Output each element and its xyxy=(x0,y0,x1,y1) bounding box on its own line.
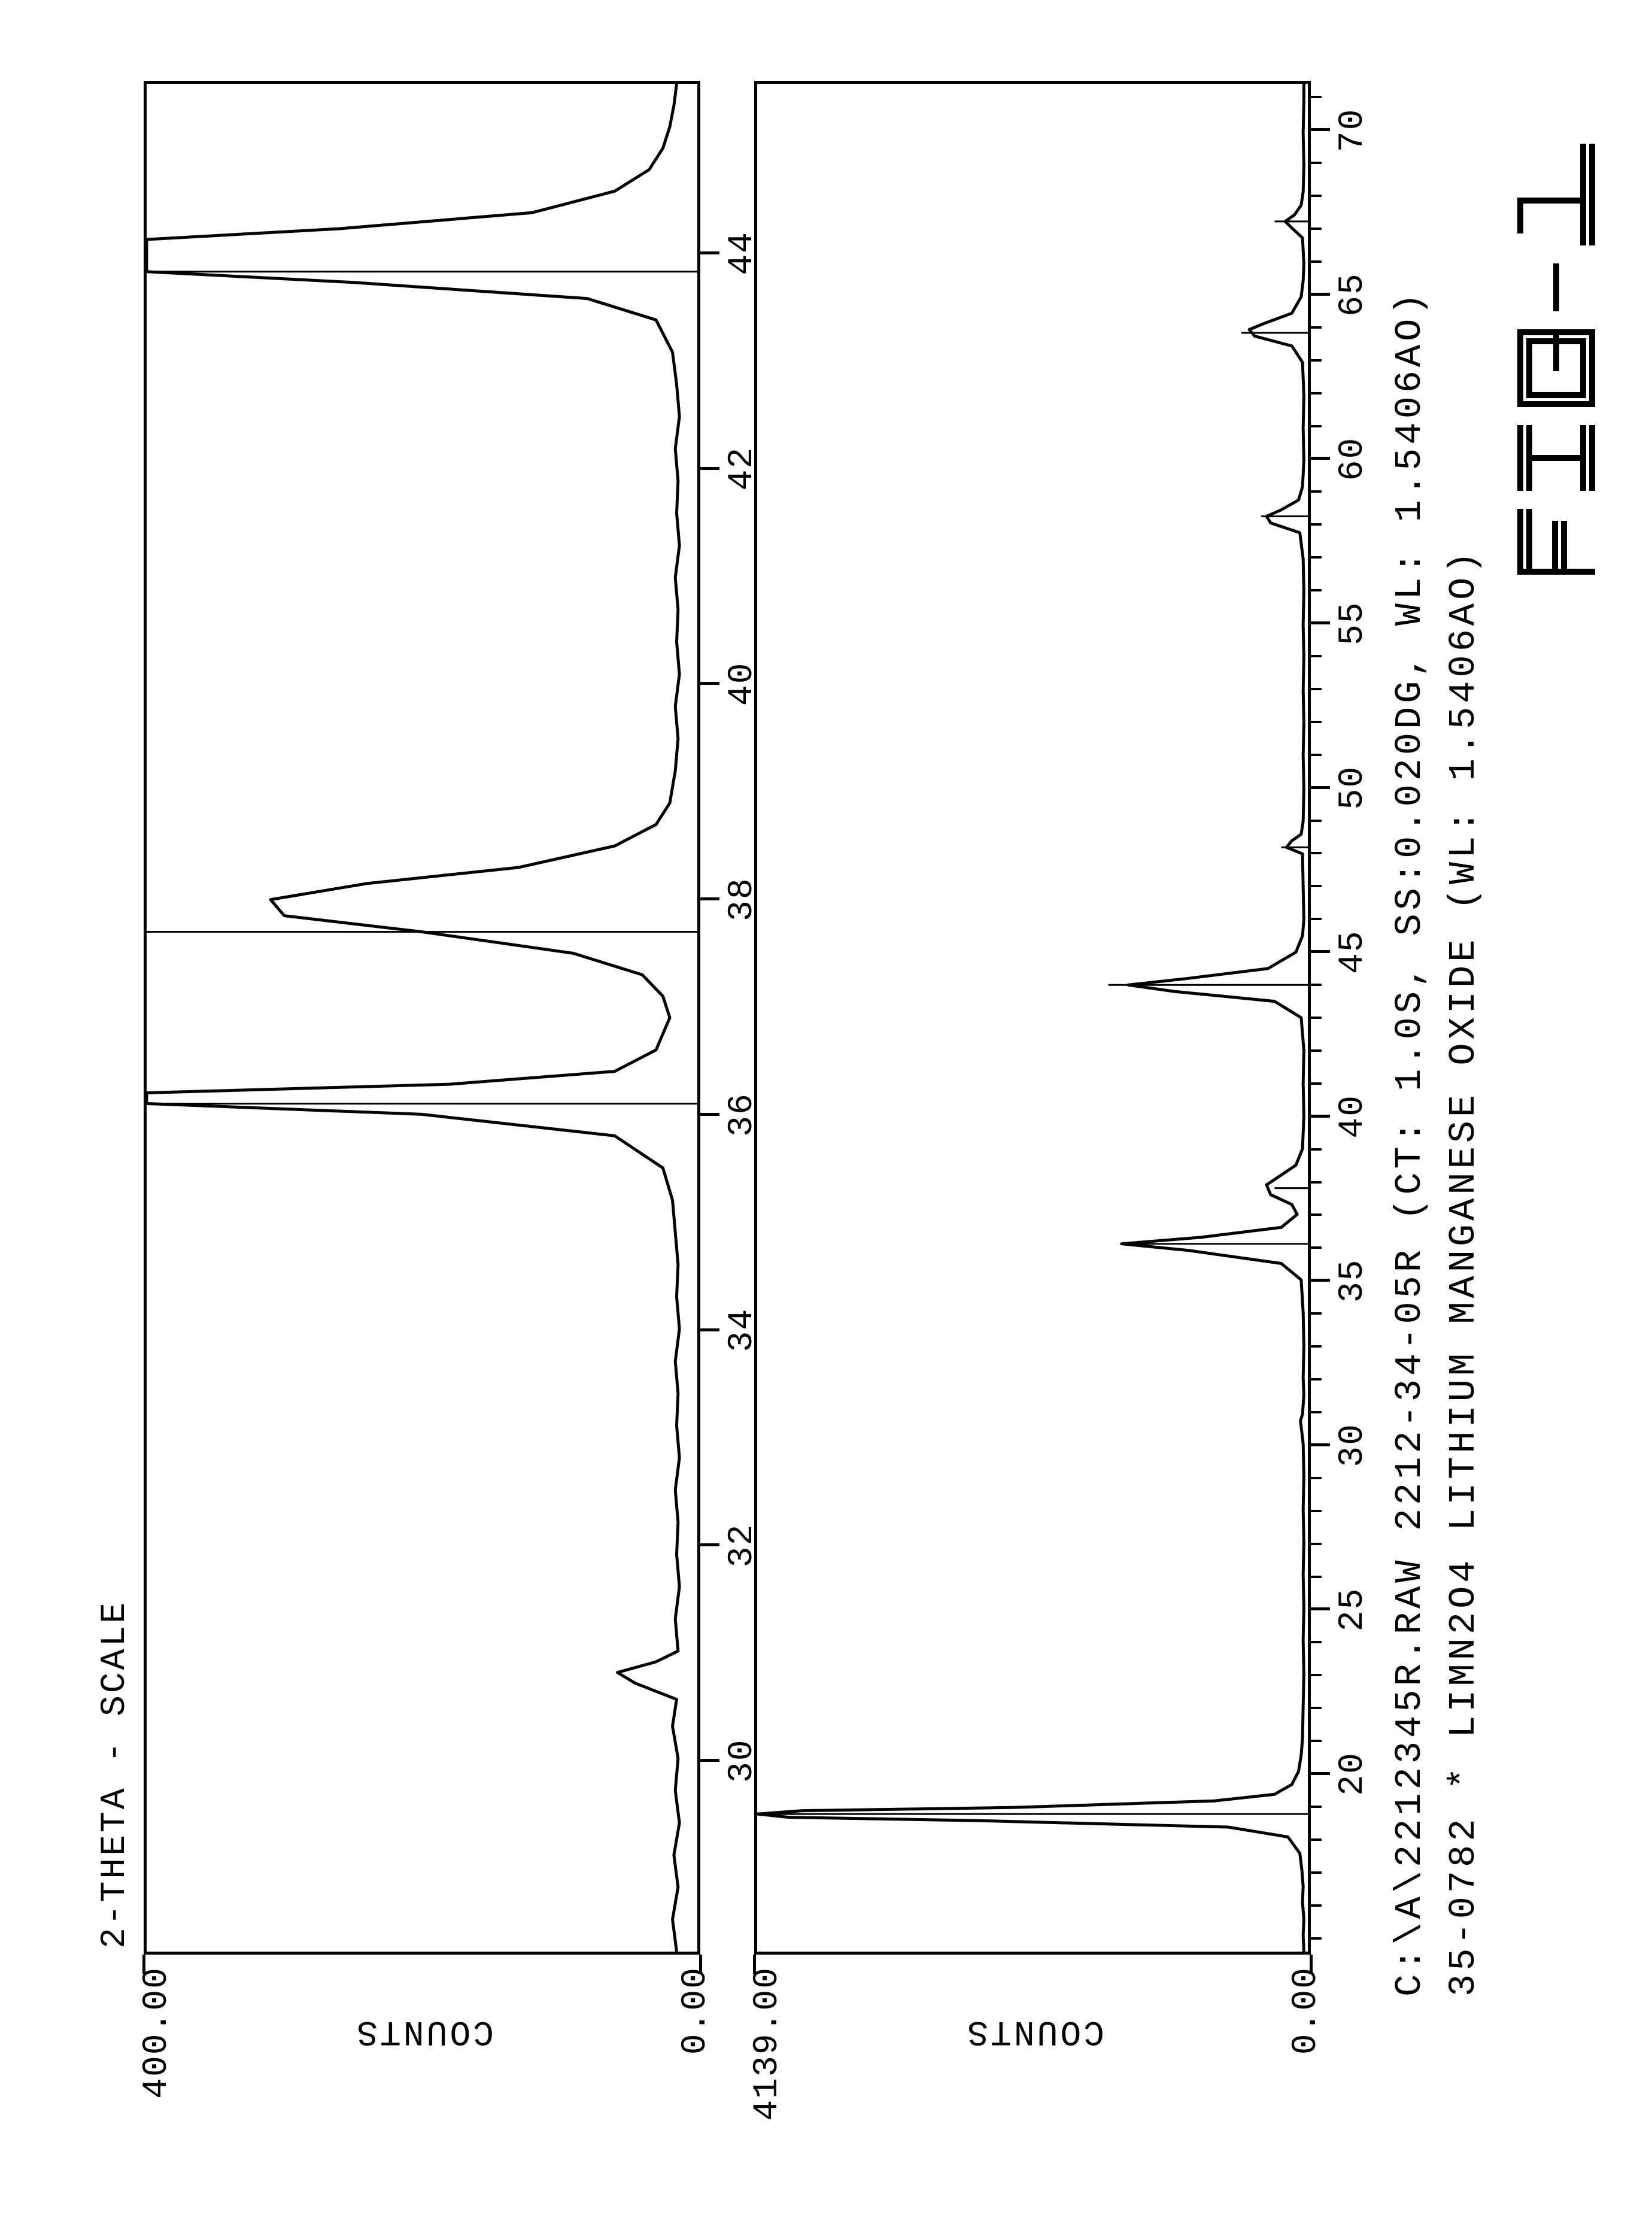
ytick-max: 400.00 xyxy=(138,1967,177,2099)
xtick-label: 55 xyxy=(1334,601,1372,645)
xtick-label: 35 xyxy=(1334,1259,1372,1303)
xtick-label: 60 xyxy=(1334,437,1372,481)
xtick-label: 65 xyxy=(1334,272,1372,317)
caption-line-1: C:\A\2212345R.RAW 2212-34-05R (CT: 1.0S,… xyxy=(1389,289,1431,1997)
xtick-label: 20 xyxy=(1334,1752,1372,1796)
xtick-label: 45 xyxy=(1334,930,1372,974)
chart-panel xyxy=(754,81,1311,1955)
y-axis-label: COUNTS xyxy=(965,2011,1104,2050)
xtick-label: 40 xyxy=(1334,1094,1372,1139)
chart-panel xyxy=(144,81,700,1955)
xtick-label: 25 xyxy=(1334,1588,1372,1632)
figure-label xyxy=(1508,123,1613,578)
caption-line-2: 35-0782 * LIMN2O4 LITHIUM MANGANESE OXID… xyxy=(1443,548,1485,1997)
xtick-label: 30 xyxy=(1334,1423,1372,1467)
ytick-min: 0.00 xyxy=(676,1967,715,2055)
ytick-min: 0.00 xyxy=(1287,1967,1326,2055)
ytick-max: 4139.00 xyxy=(748,1967,787,2121)
xtick-label: 70 xyxy=(1334,108,1372,153)
chart-title: 2-THETA - SCALE xyxy=(96,1600,135,1949)
xtick-label: 50 xyxy=(1334,766,1372,810)
y-axis-label: COUNTS xyxy=(354,2011,494,2050)
